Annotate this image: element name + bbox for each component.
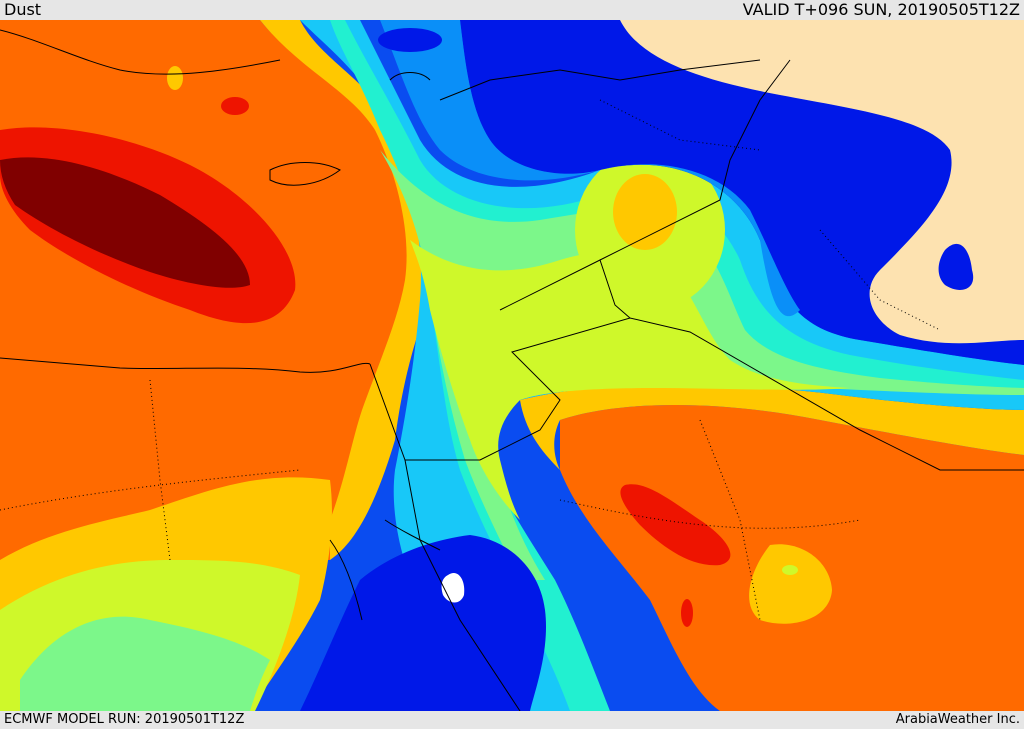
dust-core-red-east-small bbox=[681, 599, 693, 627]
dust-band-deep-blue-south bbox=[300, 535, 547, 711]
title-bar: Dust VALID T+096 SUN, 20190505T12Z bbox=[0, 0, 1024, 20]
footer-bar: ECMWF MODEL RUN: 20190501T12Z ArabiaWeat… bbox=[0, 711, 1024, 729]
dust-patch-east-yellow bbox=[749, 544, 832, 624]
dust-core-maroon bbox=[0, 157, 250, 288]
country-borders bbox=[0, 29, 1024, 711]
dust-core-red-small bbox=[221, 97, 249, 115]
dust-field-east-yellow bbox=[520, 384, 1024, 470]
province-borders bbox=[0, 99, 941, 621]
water-caspian-blue bbox=[938, 243, 974, 290]
land-northeast bbox=[585, 20, 1024, 344]
dust-field-southwest-mint bbox=[20, 616, 270, 711]
dust-patch-yellow-small bbox=[167, 66, 183, 90]
product-title: Dust bbox=[4, 0, 42, 19]
coastlines bbox=[269, 72, 441, 621]
dust-patch-east-lime bbox=[782, 565, 798, 575]
dust-core-red-east bbox=[620, 484, 731, 566]
dust-patch-syria-yellow bbox=[613, 174, 677, 250]
dust-forecast-map[interactable] bbox=[0, 20, 1024, 711]
model-run-label: ECMWF MODEL RUN: 20190501T12Z bbox=[4, 712, 245, 727]
credit-label: ArabiaWeather Inc. bbox=[895, 712, 1020, 727]
valid-time-label: VALID T+096 SUN, 20190505T12Z bbox=[742, 0, 1020, 19]
water-gulf-blue bbox=[820, 210, 860, 260]
dust-band-lime bbox=[410, 240, 850, 520]
dust-patch-turkey-blue bbox=[378, 28, 442, 52]
dust-field-west-yellow bbox=[260, 20, 433, 560]
dust-band-deep-blue-north bbox=[460, 20, 1024, 365]
